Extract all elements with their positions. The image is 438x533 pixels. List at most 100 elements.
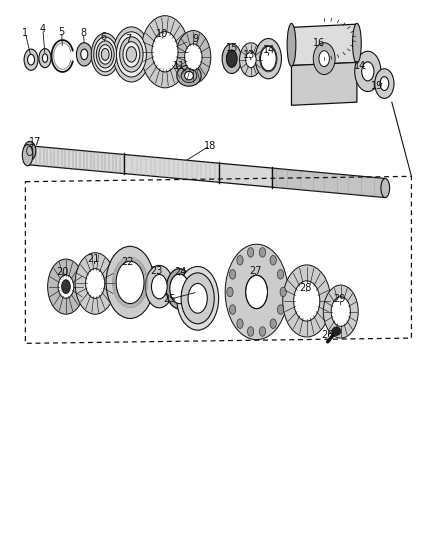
- Ellipse shape: [126, 47, 136, 62]
- Ellipse shape: [76, 43, 92, 66]
- Text: 9: 9: [192, 34, 198, 44]
- Ellipse shape: [184, 71, 193, 80]
- Ellipse shape: [94, 37, 117, 72]
- Ellipse shape: [374, 69, 393, 99]
- Ellipse shape: [152, 31, 178, 72]
- Text: 29: 29: [333, 294, 345, 304]
- Text: 17: 17: [29, 137, 42, 147]
- Ellipse shape: [247, 327, 253, 336]
- Ellipse shape: [101, 49, 109, 60]
- Ellipse shape: [42, 54, 47, 62]
- Ellipse shape: [352, 23, 360, 63]
- Ellipse shape: [181, 273, 214, 324]
- Ellipse shape: [116, 32, 146, 77]
- Ellipse shape: [269, 255, 276, 265]
- Text: 19: 19: [371, 81, 383, 91]
- Ellipse shape: [279, 287, 286, 297]
- Ellipse shape: [61, 280, 70, 294]
- Ellipse shape: [313, 43, 334, 75]
- Ellipse shape: [354, 51, 380, 92]
- Ellipse shape: [177, 266, 218, 330]
- Text: 28: 28: [299, 282, 311, 293]
- Text: 22: 22: [121, 257, 134, 267]
- Ellipse shape: [170, 274, 188, 304]
- Ellipse shape: [28, 54, 35, 65]
- Text: 26: 26: [321, 330, 333, 341]
- Ellipse shape: [145, 265, 173, 308]
- Ellipse shape: [47, 259, 84, 314]
- Ellipse shape: [245, 52, 255, 68]
- Ellipse shape: [81, 49, 88, 60]
- Ellipse shape: [24, 141, 36, 160]
- Ellipse shape: [187, 284, 207, 313]
- Ellipse shape: [277, 270, 283, 279]
- Ellipse shape: [123, 42, 139, 67]
- Ellipse shape: [226, 50, 237, 67]
- Text: 1: 1: [22, 28, 28, 38]
- Ellipse shape: [330, 297, 350, 326]
- Ellipse shape: [91, 33, 119, 76]
- Text: 10: 10: [155, 29, 168, 39]
- Ellipse shape: [237, 319, 243, 328]
- Text: 8: 8: [80, 28, 86, 38]
- Ellipse shape: [120, 37, 143, 72]
- Text: 23: 23: [150, 266, 162, 276]
- Text: 5: 5: [58, 27, 64, 37]
- Ellipse shape: [259, 248, 265, 257]
- Text: 24: 24: [173, 267, 186, 277]
- Text: 27: 27: [248, 266, 261, 276]
- Ellipse shape: [361, 62, 373, 81]
- Polygon shape: [291, 24, 356, 66]
- Ellipse shape: [286, 23, 295, 66]
- Ellipse shape: [58, 275, 74, 298]
- Ellipse shape: [166, 269, 192, 309]
- Ellipse shape: [379, 77, 388, 91]
- Ellipse shape: [141, 15, 188, 88]
- Text: 6: 6: [101, 33, 107, 43]
- Ellipse shape: [237, 255, 243, 265]
- Ellipse shape: [277, 305, 283, 314]
- Text: 20: 20: [56, 267, 68, 277]
- Text: 13: 13: [243, 51, 255, 60]
- Ellipse shape: [229, 305, 235, 314]
- Ellipse shape: [116, 261, 144, 304]
- Text: 16: 16: [312, 38, 325, 48]
- Ellipse shape: [96, 41, 114, 68]
- Ellipse shape: [322, 285, 357, 338]
- Ellipse shape: [293, 281, 319, 321]
- Ellipse shape: [85, 269, 105, 298]
- Ellipse shape: [177, 65, 201, 86]
- Ellipse shape: [226, 50, 237, 67]
- Ellipse shape: [39, 49, 51, 68]
- Text: 7: 7: [125, 34, 131, 44]
- Ellipse shape: [254, 38, 281, 79]
- Ellipse shape: [113, 27, 149, 82]
- Ellipse shape: [151, 274, 167, 299]
- Ellipse shape: [282, 265, 330, 337]
- Ellipse shape: [259, 327, 265, 336]
- Ellipse shape: [184, 44, 201, 70]
- Ellipse shape: [22, 144, 33, 166]
- Ellipse shape: [222, 44, 241, 74]
- Ellipse shape: [226, 287, 233, 297]
- Text: 11: 11: [173, 61, 185, 71]
- Text: 18: 18: [203, 141, 215, 151]
- Text: 14: 14: [353, 61, 365, 71]
- Ellipse shape: [269, 319, 276, 328]
- Ellipse shape: [318, 51, 328, 67]
- Ellipse shape: [176, 30, 210, 84]
- Text: 14: 14: [262, 45, 275, 55]
- Text: 21: 21: [88, 254, 100, 263]
- Ellipse shape: [245, 275, 267, 309]
- Ellipse shape: [229, 270, 235, 279]
- Text: 4: 4: [40, 24, 46, 34]
- Ellipse shape: [106, 246, 154, 318]
- Ellipse shape: [239, 43, 261, 77]
- Polygon shape: [291, 62, 356, 106]
- Ellipse shape: [24, 49, 38, 70]
- Ellipse shape: [260, 46, 276, 71]
- Ellipse shape: [75, 253, 115, 314]
- Ellipse shape: [380, 179, 389, 198]
- Ellipse shape: [225, 244, 287, 340]
- Text: 15: 15: [225, 43, 237, 53]
